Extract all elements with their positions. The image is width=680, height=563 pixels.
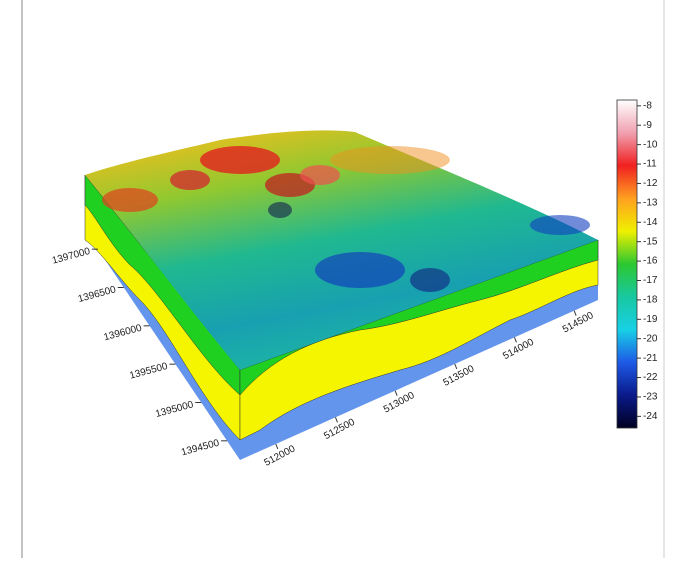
x-tick bbox=[573, 310, 577, 316]
layer-green bbox=[239, 239, 599, 396]
colorbar-tick-label: -20 bbox=[643, 333, 658, 344]
x-tick bbox=[335, 417, 338, 423]
colorbar-tick-label: -21 bbox=[643, 353, 658, 364]
colorbar-tick-label: -16 bbox=[643, 256, 658, 267]
colorbar-tick-label: -9 bbox=[643, 120, 652, 131]
colorbar-tick-label: -17 bbox=[643, 275, 658, 286]
colorbar-tick-label: -10 bbox=[643, 139, 658, 150]
x-tick bbox=[275, 443, 279, 450]
y-tick-label: 1395000 bbox=[154, 399, 195, 420]
colorbar-tick-label: -15 bbox=[643, 236, 658, 247]
x-tick bbox=[394, 390, 398, 396]
colorbar-tick-label: -23 bbox=[643, 392, 658, 403]
x-tick bbox=[454, 363, 458, 370]
colorbar-tick-label: -14 bbox=[643, 217, 658, 228]
y-tick-label: 1395500 bbox=[128, 361, 169, 382]
colorbar-tick-label: -8 bbox=[643, 100, 652, 111]
x-tick bbox=[514, 337, 517, 343]
layer-green bbox=[84, 174, 241, 396]
y-tick-label: 1394500 bbox=[180, 438, 221, 459]
colorbar-tick-label: -19 bbox=[643, 314, 658, 325]
y-tick-label: 1396500 bbox=[77, 284, 118, 305]
colorbar bbox=[616, 99, 638, 429]
colorbar-tick-label: -22 bbox=[643, 372, 658, 383]
colorbar-tick-label: -12 bbox=[643, 178, 658, 189]
surface-features bbox=[102, 146, 590, 292]
colorbar-tick-label: -24 bbox=[643, 411, 658, 422]
y-tick-label: 1397000 bbox=[51, 246, 92, 267]
surface bbox=[85, 130, 598, 370]
colorbar-tick-label: -11 bbox=[643, 159, 657, 170]
colorbar-tick-label: -18 bbox=[643, 295, 658, 306]
y-tick-label: 1396000 bbox=[103, 323, 144, 344]
colorbar-tick-label: -13 bbox=[643, 198, 658, 209]
